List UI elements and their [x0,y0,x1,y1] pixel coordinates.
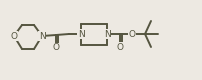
Text: O: O [117,42,123,52]
Text: N: N [78,30,84,38]
Text: O: O [11,32,18,40]
Text: N: N [39,32,45,40]
Text: N: N [104,30,110,38]
Text: O: O [128,30,136,38]
Text: O: O [53,44,60,52]
